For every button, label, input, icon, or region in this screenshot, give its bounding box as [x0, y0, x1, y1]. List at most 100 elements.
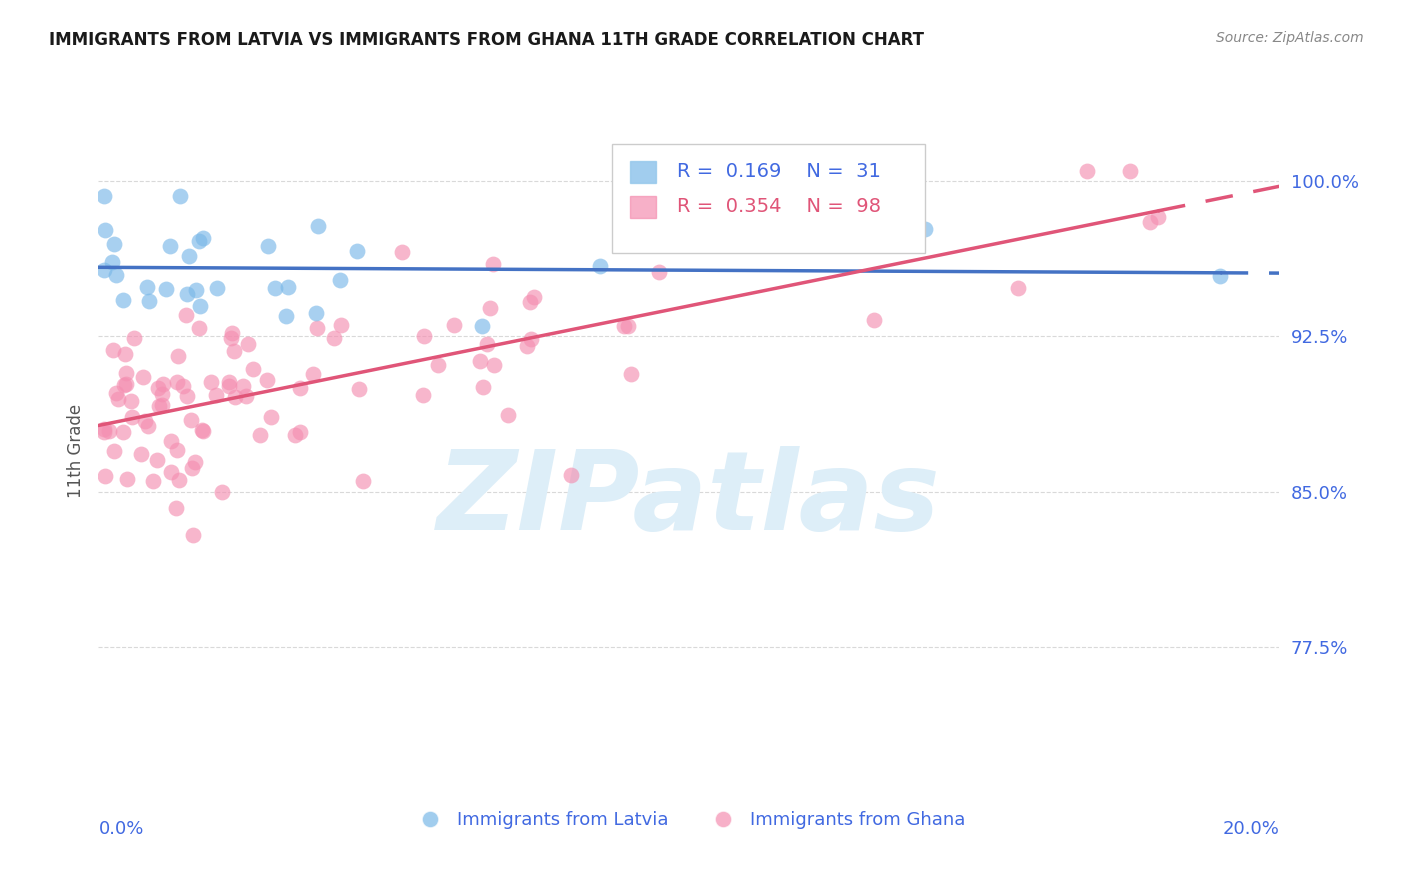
- Point: [496, 409, 519, 423]
- Point: [232, 378, 254, 392]
- Text: R =  0.354    N =  98: R = 0.354 N = 98: [678, 197, 882, 217]
- Point: [620, 367, 643, 381]
- Point: [349, 382, 371, 396]
- Point: [183, 527, 205, 541]
- Point: [159, 239, 181, 253]
- Point: [443, 318, 465, 333]
- Point: [100, 254, 122, 268]
- Point: [224, 390, 246, 404]
- Point: [180, 413, 202, 427]
- Point: [301, 367, 323, 381]
- Text: IMMIGRANTS FROM LATVIA VS IMMIGRANTS FROM GHANA 11TH GRADE CORRELATION CHART: IMMIGRANTS FROM LATVIA VS IMMIGRANTS FRO…: [49, 31, 924, 49]
- Point: [129, 446, 152, 460]
- Point: [256, 373, 278, 387]
- Point: [145, 453, 167, 467]
- Point: [105, 268, 128, 283]
- Point: [142, 475, 165, 489]
- Point: [122, 331, 145, 345]
- Point: [188, 321, 211, 335]
- Point: [103, 444, 125, 458]
- Point: [191, 424, 214, 438]
- Point: [218, 378, 240, 392]
- Point: [93, 469, 115, 483]
- Point: [471, 318, 494, 333]
- Point: [352, 474, 374, 488]
- Point: [238, 337, 260, 351]
- Text: 20.0%: 20.0%: [1223, 821, 1279, 838]
- Point: [307, 219, 329, 233]
- Point: [165, 500, 187, 515]
- Point: [426, 358, 449, 372]
- Point: [98, 424, 121, 438]
- Point: [218, 375, 240, 389]
- Point: [136, 418, 159, 433]
- Point: [412, 329, 434, 343]
- Point: [115, 472, 138, 486]
- Point: [471, 380, 494, 394]
- Point: [155, 282, 177, 296]
- Point: [104, 386, 127, 401]
- Point: [166, 375, 188, 389]
- Point: [103, 236, 125, 251]
- Point: [523, 290, 546, 304]
- Point: [256, 239, 278, 253]
- Point: [260, 409, 283, 424]
- Point: [114, 347, 136, 361]
- Point: [617, 319, 640, 334]
- Point: [211, 485, 233, 500]
- Point: [589, 259, 612, 273]
- Text: Source: ZipAtlas.com: Source: ZipAtlas.com: [1216, 31, 1364, 45]
- Point: [346, 244, 368, 259]
- Point: [242, 362, 264, 376]
- Point: [138, 294, 160, 309]
- Point: [103, 343, 125, 357]
- Point: [560, 468, 582, 483]
- Point: [391, 244, 413, 259]
- Point: [177, 249, 200, 263]
- Point: [482, 358, 505, 372]
- Point: [160, 434, 183, 449]
- Point: [167, 473, 190, 487]
- Point: [808, 211, 831, 225]
- Point: [180, 460, 202, 475]
- Point: [152, 377, 174, 392]
- Point: [114, 378, 136, 392]
- Point: [150, 386, 173, 401]
- Point: [516, 338, 538, 352]
- Point: [107, 392, 129, 407]
- Point: [176, 287, 198, 301]
- Point: [1147, 211, 1170, 225]
- Point: [169, 189, 191, 203]
- Point: [93, 189, 115, 203]
- Point: [274, 310, 297, 324]
- Point: [94, 223, 117, 237]
- Point: [1007, 281, 1029, 295]
- Point: [329, 273, 352, 287]
- Point: [1139, 214, 1161, 228]
- Text: R =  0.169    N =  31: R = 0.169 N = 31: [678, 162, 882, 181]
- Point: [159, 466, 181, 480]
- Y-axis label: 11th Grade: 11th Grade: [66, 403, 84, 498]
- Point: [249, 428, 271, 442]
- Point: [166, 442, 188, 457]
- Point: [186, 283, 208, 297]
- Point: [148, 399, 170, 413]
- Point: [191, 230, 214, 244]
- Point: [1119, 163, 1142, 178]
- Point: [288, 425, 311, 439]
- Point: [305, 320, 328, 334]
- Point: [93, 263, 115, 277]
- Point: [184, 455, 207, 469]
- Point: [121, 409, 143, 424]
- Point: [111, 293, 134, 307]
- Point: [172, 379, 194, 393]
- Point: [120, 394, 142, 409]
- Point: [134, 414, 156, 428]
- Point: [284, 428, 307, 442]
- Point: [221, 326, 243, 341]
- Point: [479, 301, 502, 316]
- Point: [305, 306, 328, 320]
- Point: [222, 344, 245, 359]
- Text: ZIPatlas: ZIPatlas: [437, 446, 941, 553]
- Point: [115, 376, 138, 391]
